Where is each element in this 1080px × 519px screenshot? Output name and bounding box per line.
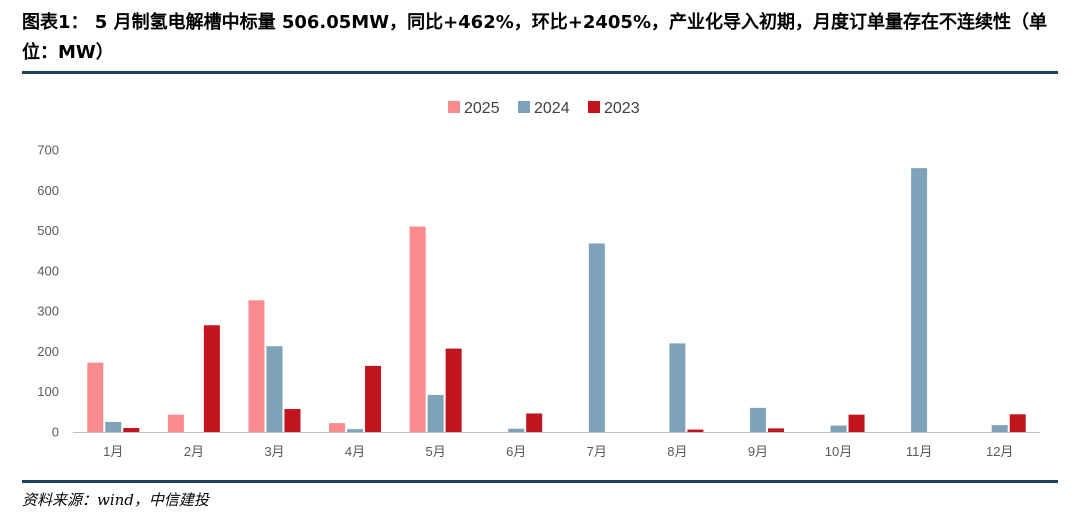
bar-2023-12 bbox=[1009, 414, 1026, 432]
bar-2024-7 bbox=[588, 243, 605, 432]
bar-2024-5 bbox=[427, 394, 444, 432]
bar-2024-10 bbox=[830, 425, 847, 432]
bar-2025-4 bbox=[329, 423, 346, 432]
bar-2024-9 bbox=[749, 407, 766, 432]
bar-2023-6 bbox=[526, 413, 543, 432]
x-tick-label: 3月 bbox=[264, 444, 284, 459]
x-tick-label: 12月 bbox=[986, 444, 1013, 459]
x-tick-label: 9月 bbox=[748, 444, 768, 459]
x-tick-label: 1月 bbox=[103, 444, 123, 459]
bottom-divider bbox=[22, 480, 1058, 483]
legend-label-2023: 2023 bbox=[604, 100, 640, 117]
legend-swatch-2023 bbox=[588, 101, 600, 113]
x-tick-label: 11月 bbox=[906, 444, 933, 459]
bar-2024-12 bbox=[991, 425, 1008, 432]
bar-2025-3 bbox=[248, 300, 265, 432]
bar-2023-3 bbox=[284, 409, 301, 432]
bar-2023-2 bbox=[203, 325, 220, 432]
bar-2024-6 bbox=[508, 428, 525, 432]
legend: 2025 2024 2023 bbox=[448, 100, 640, 117]
y-tick-label: 300 bbox=[37, 304, 59, 319]
bar-2025-2 bbox=[167, 414, 184, 432]
x-tick-label: 7月 bbox=[587, 444, 607, 459]
source-note: 资料来源：wind，中信建投 bbox=[22, 491, 209, 509]
y-tick-label: 100 bbox=[37, 384, 59, 399]
y-tick-label: 500 bbox=[37, 223, 59, 238]
bar-2024-11 bbox=[911, 168, 928, 432]
bar-2023-1 bbox=[123, 427, 140, 432]
legend-swatch-2024 bbox=[518, 101, 530, 113]
bar-2025-5 bbox=[409, 226, 426, 432]
chart-title: 图表1： 5 月制氢电解槽中标量 506.05MW，同比+462%，环比+240… bbox=[22, 12, 1047, 63]
y-axis: 0 100 200 300 400 500 600 700 bbox=[37, 143, 59, 440]
x-tick-label: 6月 bbox=[506, 444, 526, 459]
legend-label-2024: 2024 bbox=[534, 100, 570, 117]
bar-2023-8 bbox=[687, 429, 704, 432]
legend-swatch-2025 bbox=[448, 101, 460, 113]
bar-2024-8 bbox=[669, 343, 686, 432]
x-tick-label: 4月 bbox=[345, 444, 365, 459]
y-tick-label: 700 bbox=[37, 143, 59, 158]
y-tick-label: 400 bbox=[37, 263, 59, 278]
bars bbox=[87, 168, 1026, 432]
bar-2023-4 bbox=[365, 365, 382, 432]
y-tick-label: 200 bbox=[37, 344, 59, 359]
bar-2025-1 bbox=[87, 362, 104, 432]
bar-2024-3 bbox=[266, 346, 283, 432]
bar-2023-10 bbox=[848, 414, 865, 432]
y-tick-label: 0 bbox=[52, 425, 59, 440]
x-tick-label: 2月 bbox=[184, 444, 204, 459]
x-tick-label: 8月 bbox=[667, 444, 687, 459]
x-tick-label: 10月 bbox=[825, 444, 852, 459]
bar-2023-9 bbox=[767, 428, 784, 432]
x-axis: 1月 2月 3月 4月 5月 6月 7月 8月 9月 10月 11月 12月 bbox=[73, 432, 1040, 459]
legend-label-2025: 2025 bbox=[464, 100, 500, 117]
bar-2023-5 bbox=[445, 348, 462, 432]
bar-2024-1 bbox=[105, 421, 122, 432]
bar-2024-4 bbox=[347, 429, 364, 432]
x-tick-label: 5月 bbox=[426, 444, 446, 459]
top-divider bbox=[22, 71, 1058, 74]
y-tick-label: 600 bbox=[37, 183, 59, 198]
